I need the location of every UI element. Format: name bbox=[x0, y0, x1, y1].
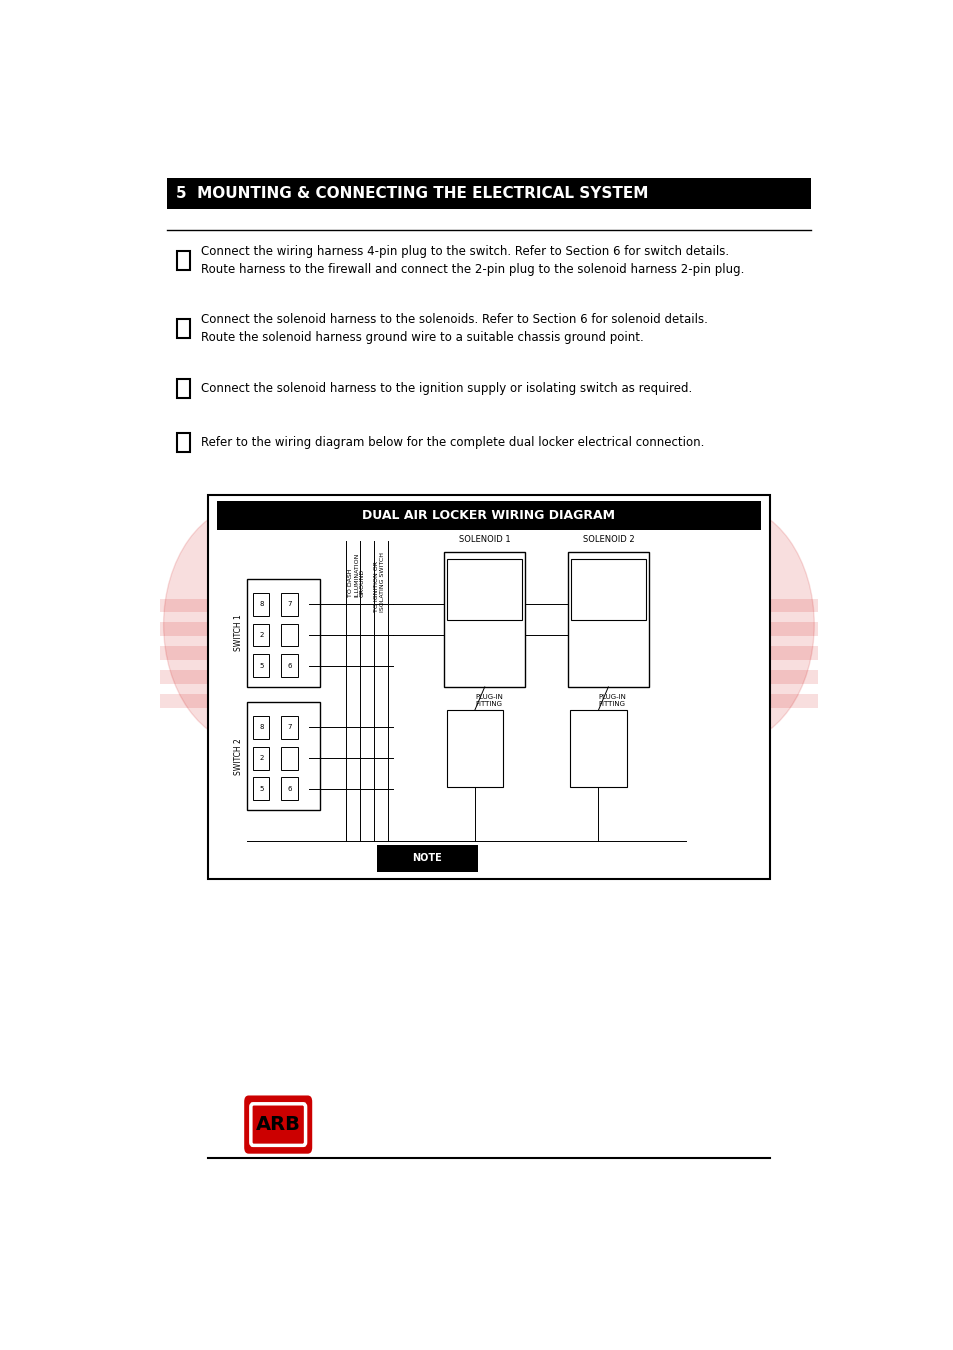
Bar bbox=[160, 671, 245, 684]
Bar bbox=[247, 579, 320, 687]
Bar bbox=[281, 593, 297, 616]
Bar bbox=[253, 593, 269, 616]
Text: Connect the wiring harness 4-pin plug to the switch. Refer to Section 6 for swit: Connect the wiring harness 4-pin plug to… bbox=[201, 246, 744, 277]
Text: NOTE: NOTE bbox=[412, 853, 441, 863]
Bar bbox=[570, 710, 626, 787]
Bar bbox=[253, 624, 269, 647]
Bar bbox=[732, 598, 817, 612]
Text: SWITCH 1: SWITCH 1 bbox=[233, 614, 243, 652]
Text: 6: 6 bbox=[287, 786, 292, 792]
Bar bbox=[446, 559, 522, 620]
Text: TO DASH
ILLUMINATION
GROUND: TO DASH ILLUMINATION GROUND bbox=[348, 552, 365, 597]
Bar bbox=[281, 624, 297, 647]
Bar bbox=[176, 379, 190, 398]
Bar bbox=[732, 647, 817, 660]
Text: 2: 2 bbox=[259, 632, 263, 639]
Bar bbox=[208, 494, 769, 879]
Bar bbox=[281, 716, 297, 738]
Bar bbox=[253, 747, 269, 769]
Bar bbox=[176, 433, 190, 452]
Text: 5: 5 bbox=[259, 663, 263, 668]
Text: Connect the solenoid harness to the solenoids. Refer to Section 6 for solenoid d: Connect the solenoid harness to the sole… bbox=[201, 313, 707, 344]
Bar bbox=[160, 622, 245, 636]
Bar bbox=[176, 251, 190, 270]
Bar bbox=[281, 655, 297, 678]
Text: 7: 7 bbox=[287, 725, 292, 730]
Bar bbox=[253, 716, 269, 738]
Text: 5  MOUNTING & CONNECTING THE ELECTRICAL SYSTEM: 5 MOUNTING & CONNECTING THE ELECTRICAL S… bbox=[176, 186, 648, 201]
Bar bbox=[376, 845, 477, 872]
Text: Refer to the wiring diagram below for the complete dual locker electrical connec: Refer to the wiring diagram below for th… bbox=[201, 436, 704, 450]
Bar bbox=[176, 319, 190, 338]
Text: PLUG-IN
FITTING: PLUG-IN FITTING bbox=[475, 694, 502, 707]
Bar bbox=[570, 559, 645, 620]
Bar bbox=[247, 702, 320, 810]
Text: 8: 8 bbox=[259, 601, 263, 608]
Bar bbox=[253, 655, 269, 678]
Bar bbox=[167, 178, 810, 209]
Text: ARB: ARB bbox=[255, 1115, 300, 1134]
Text: 6: 6 bbox=[287, 663, 292, 668]
FancyBboxPatch shape bbox=[251, 1104, 305, 1145]
Text: SOLENOID 1: SOLENOID 1 bbox=[458, 535, 510, 544]
Text: 2: 2 bbox=[259, 755, 263, 761]
Bar bbox=[160, 598, 245, 612]
Bar bbox=[443, 552, 525, 687]
Text: 5: 5 bbox=[259, 786, 263, 792]
Circle shape bbox=[643, 505, 813, 744]
Text: SOLENOID 2: SOLENOID 2 bbox=[582, 535, 634, 544]
Bar bbox=[732, 671, 817, 684]
Text: Connect the solenoid harness to the ignition supply or isolating switch as requi: Connect the solenoid harness to the igni… bbox=[201, 382, 692, 396]
Text: ARB: ARB bbox=[280, 536, 697, 713]
Text: TO IGNITION OR
ISOLATING SWITCH: TO IGNITION OR ISOLATING SWITCH bbox=[374, 552, 384, 613]
Bar bbox=[281, 778, 297, 801]
Text: DUAL AIR LOCKER WIRING DIAGRAM: DUAL AIR LOCKER WIRING DIAGRAM bbox=[362, 509, 615, 522]
FancyBboxPatch shape bbox=[244, 1095, 312, 1154]
Bar bbox=[732, 622, 817, 636]
Bar bbox=[446, 710, 502, 787]
Text: SWITCH 2: SWITCH 2 bbox=[233, 738, 243, 775]
Bar bbox=[281, 747, 297, 769]
Bar bbox=[216, 501, 760, 531]
Bar bbox=[567, 552, 648, 687]
Text: PLUG-IN
FITTING: PLUG-IN FITTING bbox=[598, 694, 626, 707]
Bar bbox=[732, 694, 817, 707]
Text: 8: 8 bbox=[259, 725, 263, 730]
Text: 7: 7 bbox=[287, 601, 292, 608]
Circle shape bbox=[163, 505, 334, 744]
Bar bbox=[160, 647, 245, 660]
Bar bbox=[160, 694, 245, 707]
Bar bbox=[253, 778, 269, 801]
